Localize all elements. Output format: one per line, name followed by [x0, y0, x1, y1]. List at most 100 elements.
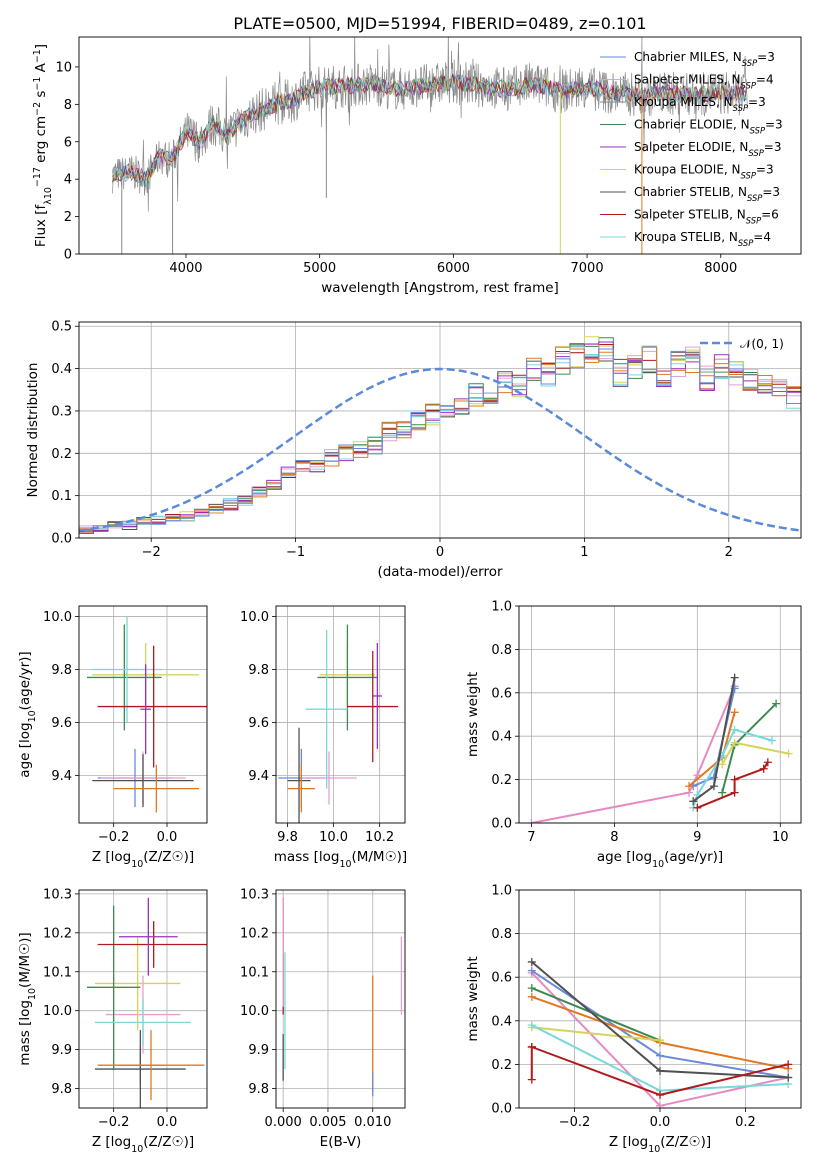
- x-tick-label: −1: [286, 545, 305, 560]
- text-run: (Z/Z☉)]: [143, 1134, 194, 1150]
- y-tick-label: 10.0: [240, 1004, 269, 1019]
- subscript: 10: [131, 859, 143, 870]
- text-run: Chabrier STELIB, N: [634, 185, 747, 199]
- x-tick-label: −0.2: [559, 1115, 591, 1130]
- text-run: mass [: [17, 1021, 33, 1066]
- legend-entry: Kroupa ELODIE, NSSP=3: [634, 163, 774, 181]
- data-point: [730, 788, 739, 797]
- text-run: =3: [748, 95, 766, 109]
- data-point: [718, 788, 727, 797]
- axes-frame: [78, 889, 208, 1109]
- legend-entry: Salpeter ELODIE, NSSP=3: [634, 140, 782, 158]
- text-run: =3: [764, 140, 782, 154]
- y-tick-label: 10.0: [43, 1004, 72, 1019]
- y-axis-label: mass [log10(M/M☉)]: [17, 932, 38, 1065]
- data-point: [730, 738, 739, 747]
- x-axis-label: E(B-V): [320, 1134, 362, 1150]
- y-tick-label: 10.3: [240, 887, 269, 902]
- subscript: 10: [27, 988, 38, 1000]
- legend-entry: 𝒩(0, 1): [740, 337, 784, 351]
- y-tick-label: 0.8: [491, 643, 512, 658]
- data-point: [689, 797, 698, 806]
- data-point: [527, 966, 536, 975]
- text-run: erg cm: [33, 116, 49, 167]
- subscript: 10: [27, 710, 38, 722]
- x-axis-label: mass [log10(M/M☉)]: [274, 849, 407, 870]
- weight-series: [531, 987, 661, 1042]
- text-run: (data-model)/error: [377, 564, 503, 580]
- y-tick-label: 0: [64, 248, 72, 263]
- y-tick-label: 10.2: [240, 926, 269, 941]
- plot-area: [527, 957, 793, 1108]
- text-run: log: [628, 1134, 649, 1150]
- legend-entry: Chabrier MILES, NSSP=3: [634, 50, 775, 68]
- text-run: mass weight: [465, 672, 481, 757]
- text-run: Kroupa ELODIE, N: [634, 163, 741, 177]
- x-tick-label: −2: [142, 545, 161, 560]
- x-tick-label: 10.2: [365, 830, 394, 845]
- data-point: [656, 1090, 664, 1099]
- text-run: log: [632, 849, 653, 865]
- subscript: 10: [652, 859, 664, 870]
- weight-series: [531, 1026, 661, 1042]
- axes-frame: [78, 36, 802, 255]
- subscript: SSP: [742, 58, 758, 68]
- x-axis-label: Z [log10(Z/Z☉)]: [92, 1134, 194, 1155]
- text-run: age [: [597, 849, 632, 865]
- x-tick-label: 8000: [704, 261, 737, 276]
- model-spectrum: [112, 73, 747, 183]
- data-point: [730, 708, 739, 717]
- x-axis-label: Z [log10(Z/Z☉)]: [92, 849, 194, 870]
- residual-histogram: [79, 336, 801, 532]
- y-tick-label: 0.8: [491, 927, 512, 942]
- y-tick-label: 10.2: [43, 926, 72, 941]
- superscript: −2: [32, 102, 43, 116]
- data-point: [759, 764, 768, 773]
- plot-area: [278, 624, 399, 823]
- text-run: log: [17, 1000, 33, 1021]
- y-tick-label: 0.5: [51, 320, 72, 335]
- text-run: =3: [762, 185, 780, 199]
- data-point: [685, 782, 694, 791]
- y-axis-label: age [log10(age/yr)]: [17, 651, 38, 777]
- y-tick-label: 9.8: [248, 1082, 269, 1097]
- figure-title: PLATE=0500, MJD=51994, FIBERID=0489, z=0…: [233, 14, 646, 33]
- text-run: (Z/Z☉)]: [143, 849, 194, 865]
- y-tick-label: 0.6: [491, 686, 512, 701]
- subscript: SSP: [750, 126, 766, 136]
- y-axis-label: mass weight: [465, 956, 481, 1041]
- subscript: 10: [648, 1144, 660, 1155]
- subscript: SSP: [746, 216, 762, 226]
- data-point: [527, 1075, 536, 1084]
- plot-area: [87, 897, 207, 1108]
- y-tick-label: 9.4: [248, 769, 269, 784]
- residual-histogram: [79, 337, 801, 534]
- plot-area: [527, 673, 793, 823]
- text-run: log: [319, 849, 340, 865]
- y-tick-label: 8: [64, 98, 72, 113]
- data-point: [767, 736, 776, 745]
- axes-frame: [518, 605, 802, 824]
- subscript: 10: [339, 859, 351, 870]
- x-tick-label: 0.0: [157, 1115, 178, 1130]
- data-point: [784, 749, 793, 758]
- y-tick-label: 0.2: [51, 447, 72, 462]
- panel-mass_vs_EBV: 0.000 0.005 0.010 9.8 9.9 10.0 10.1 10.2 10.3 E(B…: [240, 887, 406, 1150]
- panel-age_vs_Z: −0.2 0.09.49.69.810.0Z [log10(Z/Z☉)]age […: [17, 605, 208, 870]
- data-point: [527, 984, 536, 993]
- axes-frame: [275, 889, 406, 1109]
- x-tick-label: 0.2: [735, 1115, 756, 1130]
- y-tick-label: 9.8: [248, 663, 269, 678]
- y-tick-label: 0.0: [491, 1102, 512, 1117]
- text-run: Chabrier MILES, N: [634, 50, 742, 64]
- legend-entry: Chabrier STELIB, NSSP=3: [634, 185, 780, 203]
- y-tick-label: 0.4: [51, 362, 72, 377]
- panel-mass_vs_Z: −0.2 0.09.89.910.010.110.210.3Z [log10(Z/…: [17, 887, 208, 1155]
- y-tick-label: 0.2: [491, 1058, 512, 1073]
- x-tick-label: 0.010: [354, 1115, 391, 1130]
- text-run: s: [33, 91, 49, 102]
- weight-series: [531, 685, 736, 823]
- data-point: [784, 1060, 793, 1069]
- data-point: [527, 957, 536, 966]
